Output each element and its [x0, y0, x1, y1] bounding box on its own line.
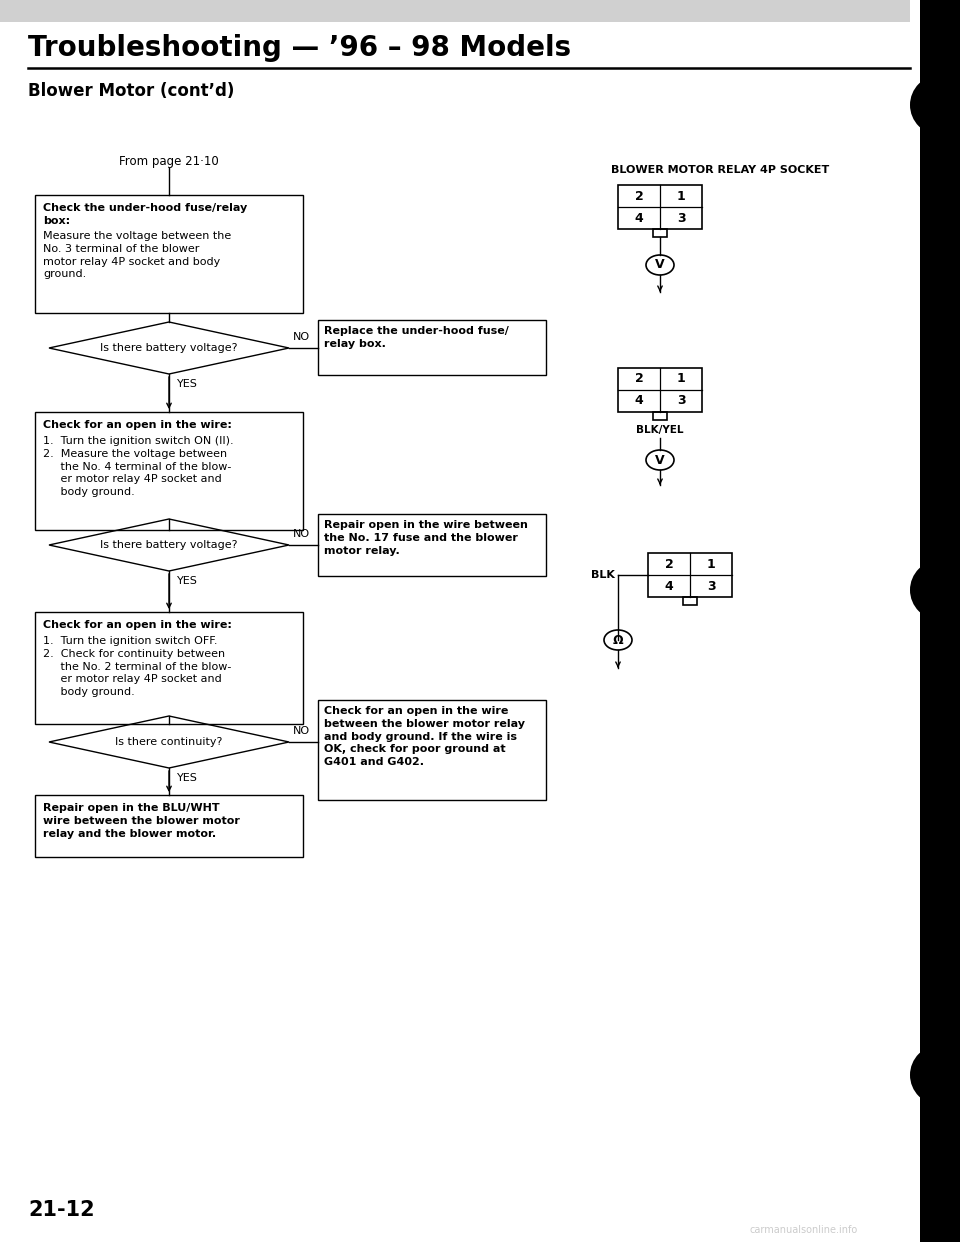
Bar: [318, 514, 546, 576]
Text: carmanualsonline.info: carmanualsonline.info: [750, 1225, 858, 1235]
Text: NO: NO: [293, 727, 310, 737]
Text: Measure the voltage between the
No. 3 terminal of the blower
motor relay 4P sock: Measure the voltage between the No. 3 te…: [43, 231, 231, 279]
Text: 1: 1: [677, 373, 685, 385]
Text: Check the under-hood fuse/relay
box:: Check the under-hood fuse/relay box:: [43, 202, 248, 226]
Bar: [35, 795, 303, 857]
Text: 1.  Turn the ignition switch OFF.
2.  Check for continuity between
     the No. : 1. Turn the ignition switch OFF. 2. Chec…: [43, 636, 231, 697]
Text: 4: 4: [635, 395, 643, 407]
Text: Is there battery voltage?: Is there battery voltage?: [100, 540, 238, 550]
Text: 4: 4: [635, 211, 643, 225]
Text: Is there battery voltage?: Is there battery voltage?: [100, 343, 238, 353]
Text: 4: 4: [664, 580, 673, 592]
Text: Check for an open in the wire:: Check for an open in the wire:: [43, 420, 232, 430]
Text: BLK/YEL: BLK/YEL: [636, 425, 684, 435]
Text: Is there continuity?: Is there continuity?: [115, 737, 223, 746]
Text: Check for an open in the wire:: Check for an open in the wire:: [43, 620, 232, 630]
Text: 1.  Turn the ignition switch ON (II).
2.  Measure the voltage between
     the N: 1. Turn the ignition switch ON (II). 2. …: [43, 436, 233, 497]
Text: V: V: [655, 258, 665, 272]
Bar: [35, 412, 303, 530]
Text: 2: 2: [635, 190, 643, 202]
Text: YES: YES: [177, 576, 198, 586]
Text: Troubleshooting — ’96 – 98 Models: Troubleshooting — ’96 – 98 Models: [28, 34, 571, 62]
Bar: [618, 185, 702, 229]
Text: Replace the under-hood fuse/
relay box.: Replace the under-hood fuse/ relay box.: [324, 325, 509, 349]
Text: YES: YES: [177, 773, 198, 782]
Text: Check for an open in the wire
between the blower motor relay
and body ground. If: Check for an open in the wire between th…: [324, 705, 525, 768]
Text: YES: YES: [177, 379, 198, 389]
Text: NO: NO: [293, 529, 310, 539]
Bar: [618, 368, 702, 412]
Bar: [35, 195, 303, 313]
Text: 3: 3: [707, 580, 715, 592]
Text: Repair open in the BLU/WHT
wire between the blower motor
relay and the blower mo: Repair open in the BLU/WHT wire between …: [43, 804, 240, 838]
Text: 2: 2: [664, 558, 673, 570]
Text: NO: NO: [293, 332, 310, 342]
Bar: [318, 320, 546, 375]
Bar: [0, 0, 910, 22]
Bar: [920, 0, 960, 1242]
Text: BLK: BLK: [591, 570, 615, 580]
Text: Repair open in the wire between
the No. 17 fuse and the blower
motor relay.: Repair open in the wire between the No. …: [324, 520, 528, 555]
Text: 2: 2: [635, 373, 643, 385]
Text: Ω: Ω: [612, 633, 623, 647]
Bar: [318, 700, 546, 800]
Text: 21-12: 21-12: [28, 1200, 95, 1220]
Bar: [648, 553, 732, 597]
Text: V: V: [655, 453, 665, 467]
Text: Blower Motor (cont’d): Blower Motor (cont’d): [28, 82, 234, 101]
Bar: [653, 412, 667, 420]
Text: 3: 3: [677, 211, 685, 225]
Circle shape: [910, 560, 960, 620]
Text: BLOWER MOTOR RELAY 4P SOCKET: BLOWER MOTOR RELAY 4P SOCKET: [611, 165, 829, 175]
Text: 1: 1: [677, 190, 685, 202]
Bar: [35, 612, 303, 724]
Bar: [653, 229, 667, 237]
Text: 1: 1: [707, 558, 715, 570]
Text: 3: 3: [677, 395, 685, 407]
Bar: [683, 597, 697, 605]
Circle shape: [910, 75, 960, 135]
Circle shape: [910, 1045, 960, 1105]
Text: From page 21·10: From page 21·10: [119, 155, 219, 168]
